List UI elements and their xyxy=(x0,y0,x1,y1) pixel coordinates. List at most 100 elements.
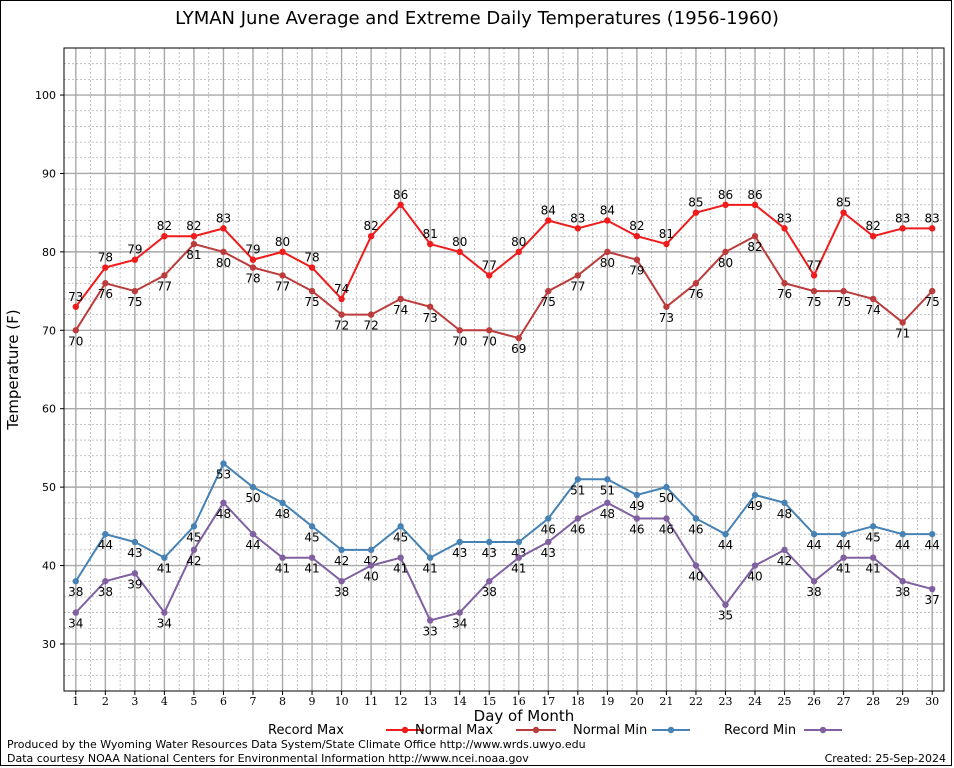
data-point xyxy=(161,232,168,240)
data-point xyxy=(308,554,316,561)
x-tick-label: 24 xyxy=(748,695,762,708)
data-point xyxy=(456,609,463,616)
data-label: 80 xyxy=(718,256,733,270)
data-label: 69 xyxy=(511,342,526,356)
data-label: 77 xyxy=(806,258,821,272)
data-point xyxy=(545,217,552,224)
data-label: 86 xyxy=(393,188,408,202)
data-point xyxy=(456,327,463,334)
data-point xyxy=(781,280,788,287)
x-tick-label: 8 xyxy=(279,695,286,708)
data-point xyxy=(722,248,729,256)
data-label: 74 xyxy=(393,303,408,317)
data-point xyxy=(72,609,80,616)
data-point xyxy=(840,530,847,538)
data-label: 79 xyxy=(127,243,142,257)
data-label: 83 xyxy=(216,211,231,225)
data-label: 44 xyxy=(718,538,733,552)
data-label: 41 xyxy=(865,562,880,576)
data-point xyxy=(397,295,404,303)
data-label: 43 xyxy=(127,546,142,560)
data-point xyxy=(928,225,936,232)
data-label: 42 xyxy=(334,554,349,568)
data-label: 38 xyxy=(482,585,497,599)
data-label: 34 xyxy=(68,617,83,631)
data-label: 75 xyxy=(304,295,319,309)
data-point xyxy=(161,554,168,561)
data-point xyxy=(722,201,729,209)
data-point xyxy=(279,554,286,561)
data-point xyxy=(367,546,375,554)
data-label: 70 xyxy=(68,334,83,348)
data-point xyxy=(426,617,434,624)
data-point xyxy=(249,483,257,491)
data-point xyxy=(308,264,316,271)
data-label: 34 xyxy=(452,617,467,631)
data-label: 43 xyxy=(452,546,467,560)
data-label: 38 xyxy=(895,585,910,599)
data-point xyxy=(515,334,522,342)
data-point xyxy=(426,303,434,310)
data-point xyxy=(486,327,493,334)
y-tick-label: 30 xyxy=(42,638,56,651)
data-label: 82 xyxy=(157,219,172,233)
x-tick-label: 22 xyxy=(689,695,703,708)
x-axis-label: Day of Month xyxy=(474,707,575,725)
data-point xyxy=(397,201,404,209)
x-tick-label: 3 xyxy=(131,695,138,708)
data-point xyxy=(869,295,877,303)
y-tick-label: 50 xyxy=(42,481,56,494)
data-point xyxy=(220,460,227,467)
legend-label-normal-max: Normal Max xyxy=(415,723,493,738)
data-point xyxy=(220,499,227,507)
data-label: 75 xyxy=(541,295,556,309)
footer-credit-wrds: Produced by the Wyoming Water Resources … xyxy=(7,738,586,751)
data-point xyxy=(810,287,818,295)
y-tick-label: 70 xyxy=(42,324,56,337)
data-point xyxy=(426,240,434,248)
data-point xyxy=(545,287,552,295)
x-tick-label: 10 xyxy=(335,695,349,708)
data-label: 41 xyxy=(393,562,408,576)
data-point xyxy=(751,201,759,209)
data-point xyxy=(131,287,139,295)
data-point xyxy=(722,601,729,608)
data-label: 84 xyxy=(541,204,556,218)
data-point xyxy=(338,546,345,554)
x-tick-label: 13 xyxy=(423,695,437,708)
data-label: 80 xyxy=(275,235,290,249)
data-label: 75 xyxy=(925,295,940,309)
data-point xyxy=(574,476,582,483)
data-point xyxy=(131,570,139,577)
data-label: 83 xyxy=(925,211,940,225)
plot-border xyxy=(63,47,945,692)
data-point xyxy=(515,248,522,256)
data-label: 80 xyxy=(452,235,467,249)
data-point xyxy=(367,232,375,240)
data-label: 70 xyxy=(452,334,467,348)
data-point xyxy=(161,609,168,616)
data-point xyxy=(869,523,877,530)
data-label: 83 xyxy=(895,211,910,225)
x-tick-label: 14 xyxy=(453,695,467,708)
data-label: 48 xyxy=(600,507,615,521)
chart-title: LYMAN June Average and Extreme Daily Tem… xyxy=(175,8,779,29)
data-label: 76 xyxy=(98,287,113,301)
data-point xyxy=(751,491,759,499)
series-line-record-max xyxy=(75,203,933,308)
data-point xyxy=(899,578,906,585)
x-tick-label: 17 xyxy=(541,695,555,708)
legend-marker-normal-max xyxy=(532,726,540,734)
x-tick-label: 1 xyxy=(72,695,79,708)
data-label: 83 xyxy=(777,211,792,225)
data-label: 80 xyxy=(511,235,526,249)
grid xyxy=(64,47,944,692)
legend-marker-normal-min xyxy=(667,726,675,734)
legend-label-record-min: Record Min xyxy=(724,723,796,738)
data-point xyxy=(249,256,257,263)
data-point xyxy=(663,240,670,248)
data-label: 38 xyxy=(334,585,349,599)
data-point xyxy=(131,256,139,263)
data-point xyxy=(486,538,493,546)
data-label: 75 xyxy=(127,295,142,309)
